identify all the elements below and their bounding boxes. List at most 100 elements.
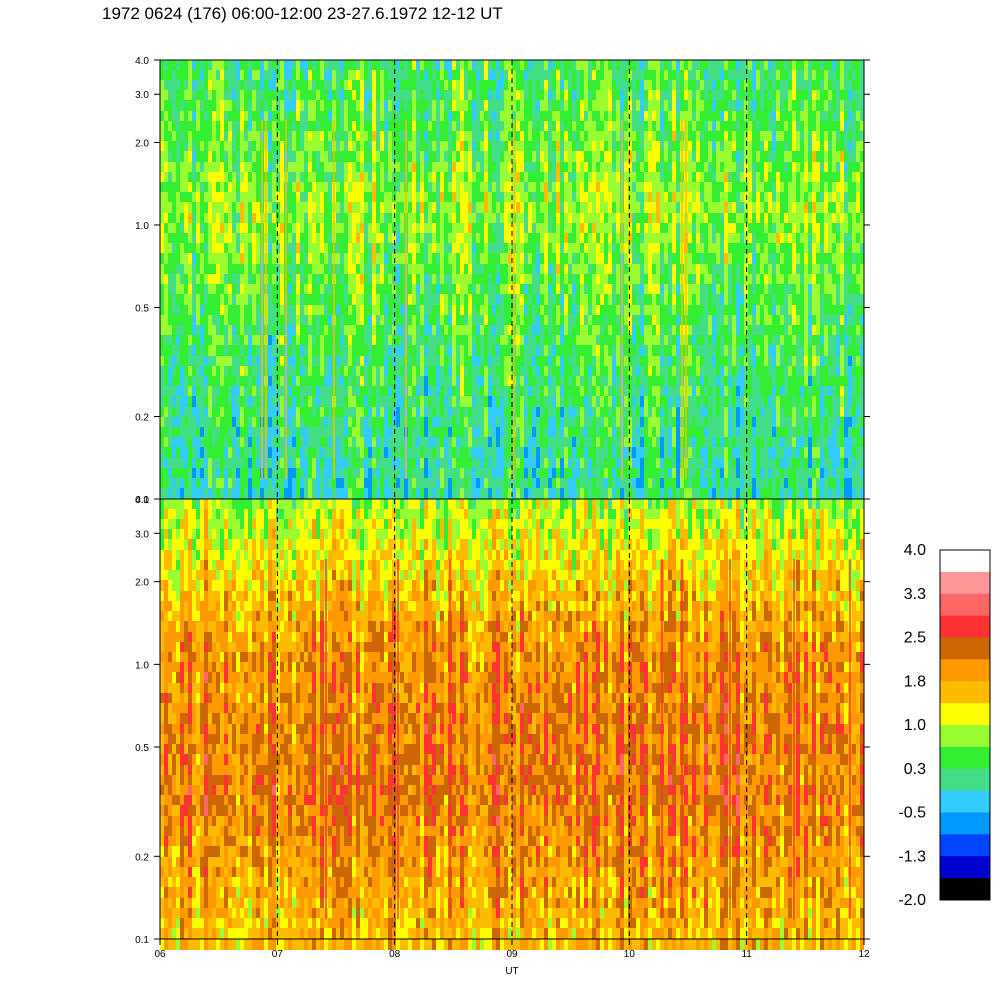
heatmap-cell: [232, 223, 236, 234]
heatmap-cell: [488, 284, 492, 295]
heatmap-cell: [364, 488, 368, 499]
heatmap-cell: [160, 345, 164, 356]
heatmap-cell: [552, 100, 556, 111]
heatmap-cell: [192, 356, 196, 367]
heatmap-cell: [548, 233, 552, 244]
heatmap-cell: [560, 325, 564, 336]
heatmap-cell: [412, 243, 416, 254]
heatmap-cell: [164, 356, 168, 367]
heatmap-cell: [252, 90, 256, 101]
heatmap-cell: [580, 447, 584, 458]
heatmap-cell: [432, 386, 436, 397]
heatmap-cell: [480, 478, 484, 489]
heatmap-cell: [444, 417, 448, 428]
heatmap-cell: [276, 437, 280, 448]
heatmap-cell: [276, 315, 280, 326]
heatmap-cell: [520, 202, 524, 213]
heatmap-cell: [316, 121, 320, 132]
heatmap-cell: [212, 151, 216, 162]
heatmap-cell: [176, 335, 180, 346]
heatmap-cell: [456, 172, 460, 183]
heatmap-cell: [400, 458, 404, 469]
heatmap-cell: [568, 162, 572, 173]
heatmap-cell: [380, 386, 384, 397]
heatmap-cell: [476, 192, 480, 203]
heatmap-cell: [336, 151, 340, 162]
heatmap-cell: [240, 60, 244, 71]
heatmap-cell: [548, 172, 552, 183]
heatmap-cell: [428, 90, 432, 101]
heatmap-cell: [496, 141, 500, 152]
heatmap-cell: [348, 202, 352, 213]
heatmap-cell: [224, 407, 228, 418]
heatmap-cell: [488, 294, 492, 305]
heatmap-cell: [168, 253, 172, 264]
heatmap-cell: [540, 121, 544, 132]
heatmap-cell: [416, 284, 420, 295]
heatmap-cell: [212, 294, 216, 305]
heatmap-cell: [520, 80, 524, 91]
heatmap-cell: [184, 202, 188, 213]
heatmap-cell: [336, 274, 340, 285]
heatmap-cell: [488, 223, 492, 234]
heatmap-cell: [508, 100, 512, 111]
heatmap-cell: [472, 60, 476, 71]
heatmap-cell: [528, 437, 532, 448]
heatmap-cell: [448, 70, 452, 81]
heatmap-cell: [252, 305, 256, 316]
heatmap-cell: [196, 376, 200, 387]
heatmap-cell: [452, 213, 456, 224]
heatmap-cell: [180, 274, 184, 285]
heatmap-cell: [592, 458, 596, 469]
heatmap-cell: [368, 172, 372, 183]
heatmap-cell: [376, 447, 380, 458]
heatmap-cell: [236, 274, 240, 285]
heatmap-cell: [360, 172, 364, 183]
heatmap-cell: [436, 151, 440, 162]
heatmap-cell: [464, 447, 468, 458]
heatmap-cell: [228, 458, 232, 469]
heatmap-cell: [468, 366, 472, 377]
heatmap-cell: [580, 253, 584, 264]
heatmap-cell: [520, 60, 524, 71]
heatmap-cell: [408, 325, 412, 336]
heatmap-cell: [284, 478, 288, 489]
heatmap-cell: [184, 253, 188, 264]
heatmap-cell: [184, 315, 188, 326]
heatmap-cell: [532, 253, 536, 264]
heatmap-cell: [548, 376, 552, 387]
heatmap-cell: [528, 243, 532, 254]
heatmap-cell: [296, 315, 300, 326]
heatmap-cell: [208, 202, 212, 213]
heatmap-cell: [380, 468, 384, 479]
heatmap-cell: [600, 141, 604, 152]
heatmap-cell: [300, 151, 304, 162]
heatmap-cell: [396, 60, 400, 71]
heatmap-cell: [344, 315, 348, 326]
heatmap-cell: [180, 80, 184, 91]
heatmap-cell: [164, 407, 168, 418]
heatmap-cell: [400, 121, 404, 132]
heatmap-cell: [576, 468, 580, 479]
heatmap-cell: [608, 141, 612, 152]
heatmap-cell: [196, 294, 200, 305]
heatmap-cell: [224, 335, 228, 346]
heatmap-cell: [444, 60, 448, 71]
heatmap-cell: [260, 488, 264, 499]
heatmap-cell: [204, 182, 208, 193]
heatmap-cell: [368, 458, 372, 469]
heatmap-cell: [440, 202, 444, 213]
heatmap-cell: [376, 356, 380, 367]
heatmap-cell: [600, 458, 604, 469]
heatmap-cell: [544, 335, 548, 346]
heatmap-cell: [228, 223, 232, 234]
heatmap-cell: [168, 396, 172, 407]
heatmap-cell: [608, 111, 612, 122]
spike-line: [261, 120, 263, 479]
heatmap-cell: [176, 478, 180, 489]
heatmap-cell: [564, 131, 568, 142]
heatmap-cell: [188, 396, 192, 407]
heatmap-cell: [580, 182, 584, 193]
heatmap-cell: [292, 284, 296, 295]
heatmap-cell: [364, 121, 368, 132]
